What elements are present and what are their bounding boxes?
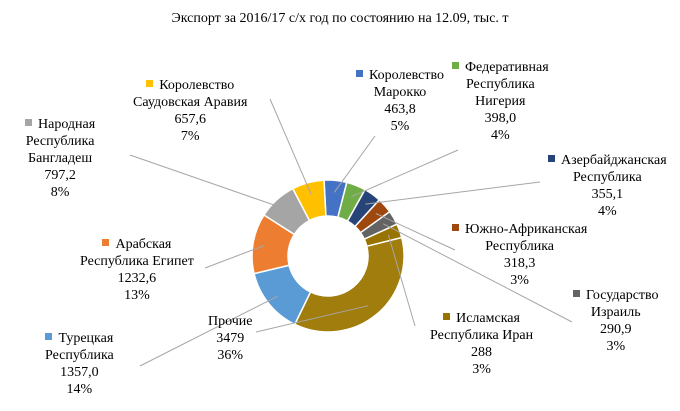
data-label-name: Государство <box>573 287 659 304</box>
data-label-8: Арабская Республика Египет 1232,6 13% <box>80 236 194 304</box>
data-label-percent: 4% <box>490 128 510 143</box>
data-label-name: Турецкая <box>45 330 114 347</box>
data-label-name: Саудовская Аравия <box>133 95 248 110</box>
leader-line-10 <box>269 98 312 195</box>
data-label-name: Федеративная <box>452 59 549 76</box>
legend-swatch <box>548 155 555 162</box>
data-label-value: 398,0 <box>484 111 517 126</box>
data-label-3: Южно-Африканская Республика 318,3 3% <box>452 221 587 289</box>
legend-swatch <box>45 333 53 340</box>
data-label-percent: 36% <box>217 348 244 363</box>
data-label-name: Республика Египет <box>80 254 194 269</box>
data-label-name: Азербайджанская <box>548 152 667 169</box>
legend-swatch <box>452 62 459 69</box>
leader-line-6 <box>255 305 369 333</box>
data-label-5: Исламская Республика Иран 288 3% <box>430 310 533 378</box>
data-label-name: Нигерия <box>475 94 526 109</box>
data-label-name: Республика Иран <box>430 328 534 343</box>
legend-swatch <box>25 119 32 126</box>
data-label-percent: 5% <box>390 119 410 134</box>
data-label-name: Израиль <box>590 305 641 320</box>
data-label-value: 288 <box>471 345 493 360</box>
data-label-percent: 3% <box>472 362 491 377</box>
slice-10 <box>291 179 327 222</box>
data-label-name: Республика <box>25 134 95 149</box>
data-label-6: Прочие 3479 36% <box>208 313 253 364</box>
data-label-name: Марокко <box>373 85 427 100</box>
data-label-percent: 7% <box>180 129 200 144</box>
data-label-name: Республика <box>485 239 555 254</box>
data-label-value: 797,2 <box>44 168 76 183</box>
data-label-name: Бангладеш <box>28 151 93 166</box>
data-label-name: Республика <box>572 170 642 185</box>
data-label-value: 3479 <box>216 331 245 346</box>
data-label-percent: 8% <box>50 185 70 200</box>
slice-6 <box>293 236 405 333</box>
data-label-name: Республика <box>45 348 114 363</box>
data-label-value: 1232,6 <box>117 271 157 286</box>
data-label-value: 1357,0 <box>60 365 99 380</box>
legend-swatch <box>146 80 154 87</box>
chart-title: Экспорт за 2016/17 с/х год по состоянию … <box>171 11 509 26</box>
leader-line-5 <box>387 234 416 327</box>
data-label-name: Прочие <box>208 314 253 329</box>
data-label-percent: 14% <box>66 382 93 397</box>
data-label-value: 657,6 <box>174 112 206 127</box>
data-label-0: Королевство Марокко 463,8 5% <box>356 67 444 135</box>
data-label-name: Арабская <box>80 236 194 253</box>
data-label-7: Турецкая Республика 1357,0 14% <box>45 330 114 398</box>
data-label-percent: 4% <box>597 204 617 219</box>
data-label-value: 318,3 <box>503 256 536 271</box>
leader-line-7 <box>139 295 279 367</box>
data-label-name: Народная <box>25 116 95 133</box>
leader-line-0 <box>333 135 376 193</box>
data-label-1: Федеративная Республика Нигерия 398,0 4% <box>452 59 549 144</box>
legend-swatch <box>443 313 451 320</box>
leader-line-4 <box>383 223 573 323</box>
data-label-name: Королевство <box>133 77 247 94</box>
data-label-10: Королевство Саудовская Аравия 657,6 7% <box>133 77 247 145</box>
data-label-percent: 3% <box>606 339 626 354</box>
leader-line-9 <box>129 154 285 210</box>
legend-swatch <box>573 290 580 297</box>
leader-line-8 <box>204 244 266 269</box>
data-label-name: Южно-Африканская <box>452 221 587 238</box>
data-label-name: Исламская <box>430 310 533 327</box>
data-label-name: Республика <box>465 77 535 92</box>
data-label-percent: 13% <box>124 288 150 303</box>
data-label-percent: 3% <box>510 273 529 288</box>
data-label-9: Народная Республика Бангладеш 797,2 8% <box>25 116 95 201</box>
data-label-2: Азербайджанская Республика 355,1 4% <box>548 152 667 220</box>
leader-line-1 <box>351 149 459 198</box>
data-label-4: Государство Израиль 290,9 3% <box>573 287 659 355</box>
data-label-value: 290,9 <box>600 322 632 337</box>
data-label-value: 355,1 <box>591 187 624 202</box>
leader-line-3 <box>375 213 456 251</box>
legend-swatch <box>452 224 459 231</box>
legend-swatch <box>102 239 110 246</box>
data-label-value: 463,8 <box>384 102 416 117</box>
leader-line-2 <box>365 181 541 205</box>
legend-swatch <box>356 70 363 77</box>
data-label-name: Королевство <box>356 67 444 84</box>
